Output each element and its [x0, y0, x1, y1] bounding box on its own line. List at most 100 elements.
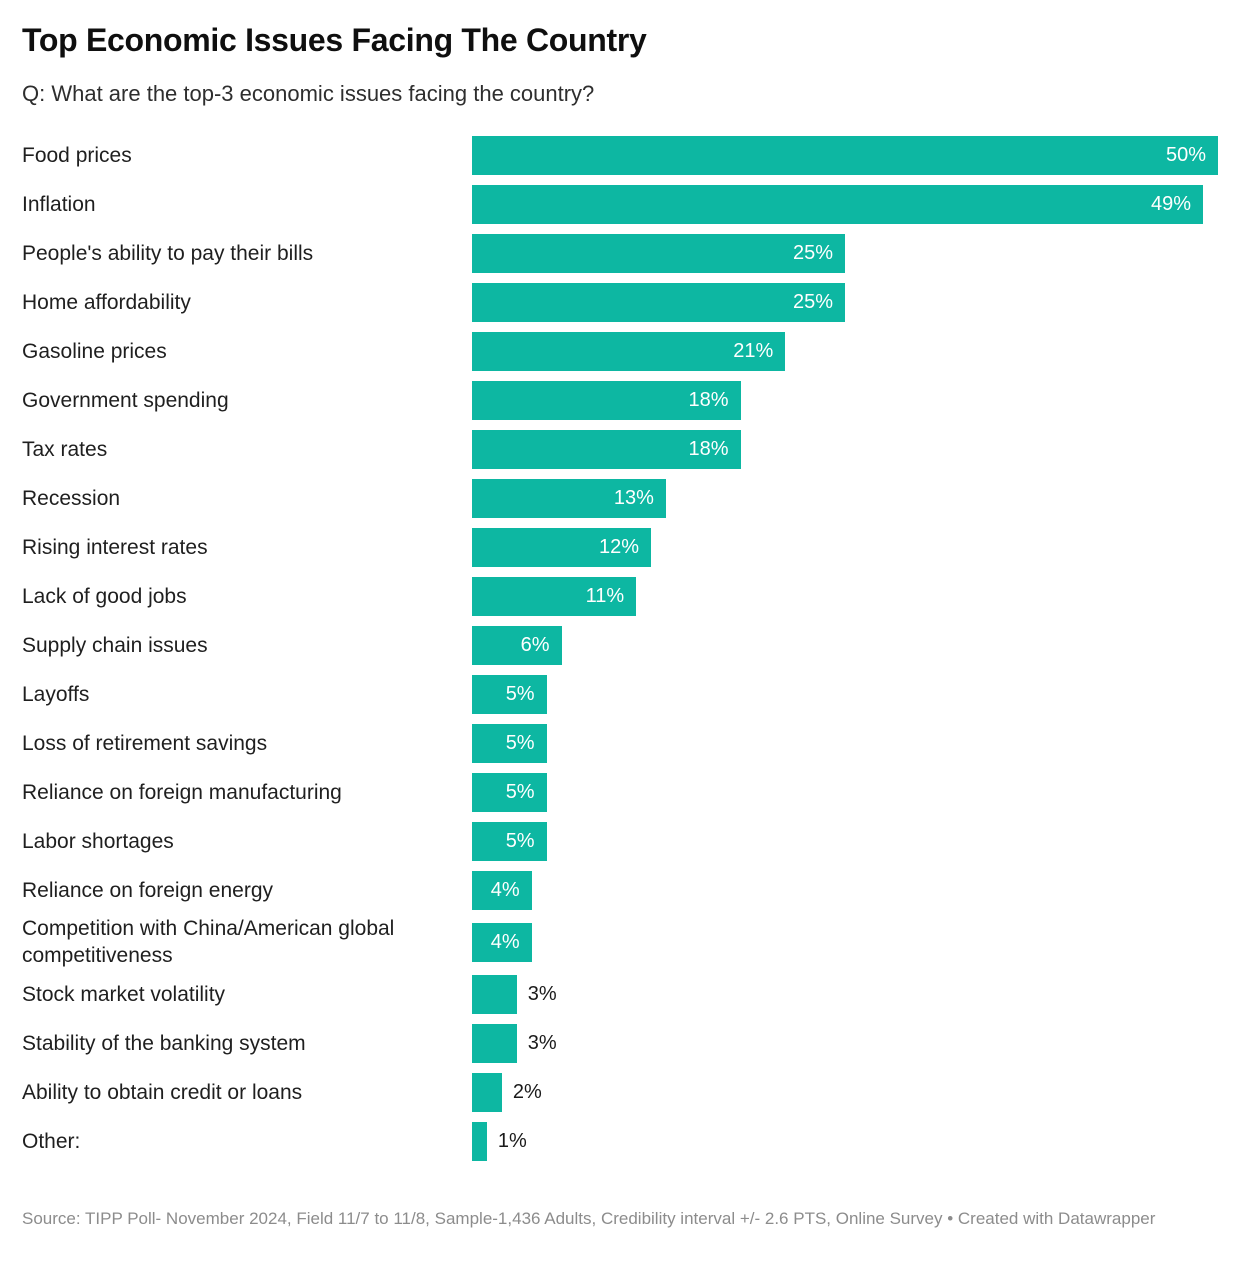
chart-card: Top Economic Issues Facing The Country Q…: [22, 22, 1218, 1228]
chart-subtitle: Q: What are the top-3 economic issues fa…: [22, 80, 595, 106]
bar-row: Reliance on foreign energy 4%: [22, 866, 1218, 915]
bar: 5%: [472, 724, 547, 764]
category-label: Reliance on foreign manufacturing: [22, 781, 342, 805]
bar-row: Loss of retirement savings 5%: [22, 719, 1218, 768]
bar-track: 18%: [472, 430, 1218, 470]
bar-row: Gasoline prices 21%: [22, 327, 1218, 376]
bar-track: 2%: [472, 1072, 1218, 1112]
value-label: 50%: [1165, 144, 1206, 167]
value-label: 18%: [688, 389, 729, 412]
category-label: Ability to obtain credit or loans: [22, 1080, 303, 1104]
bar-row: Labor shortages 5%: [22, 817, 1218, 866]
bar-track: 12%: [472, 528, 1218, 568]
value-label: 13%: [613, 487, 654, 510]
category-label: Recession: [22, 487, 121, 511]
bar: 50%: [472, 136, 1218, 176]
category-label: Stability of the banking system: [22, 1031, 306, 1055]
bar-track: 1%: [472, 1121, 1218, 1161]
bar-row: Food prices 50%: [22, 131, 1218, 180]
value-label: 11%: [585, 585, 625, 608]
bar: [472, 974, 517, 1014]
bar-row: Rising interest rates 12%: [22, 523, 1218, 572]
bar: 18%: [472, 430, 741, 470]
bar-row: Recession 13%: [22, 474, 1218, 523]
category-label: People's ability to pay their bills: [22, 242, 314, 266]
value-label: 49%: [1151, 193, 1192, 216]
category-label: Stock market volatility: [22, 982, 226, 1006]
bar: 11%: [472, 577, 637, 617]
bar-row: Supply chain issues 6%: [22, 621, 1218, 670]
bar-track: 3%: [472, 1023, 1218, 1063]
bar-track: 13%: [472, 479, 1218, 519]
category-label: Home affordability: [22, 291, 191, 315]
bar-track: 25%: [472, 283, 1218, 323]
bar-row: Reliance on foreign manufacturing 5%: [22, 768, 1218, 817]
bar-row: Ability to obtain credit or loans 2%: [22, 1068, 1218, 1117]
value-label: 25%: [792, 291, 833, 314]
value-label: 5%: [505, 781, 535, 804]
value-label: 4%: [490, 879, 520, 902]
value-label: 4%: [490, 930, 520, 953]
bar: 4%: [472, 922, 532, 962]
bar: [472, 1072, 502, 1112]
value-label: 3%: [527, 1031, 557, 1054]
bar-row: Stock market volatility 3%: [22, 970, 1218, 1019]
bar-row: Tax rates 18%: [22, 425, 1218, 474]
bar-row: Layoffs 5%: [22, 670, 1218, 719]
bar: 4%: [472, 871, 532, 911]
bar: 5%: [472, 822, 547, 862]
source-note: Source: TIPP Poll- November 2024, Field …: [22, 1208, 1156, 1228]
bar-row: Home affordability 25%: [22, 278, 1218, 327]
bar: 5%: [472, 773, 547, 813]
bar: 25%: [472, 283, 845, 323]
bar-track: 11%: [472, 577, 1218, 617]
bar-row: Stability of the banking system 3%: [22, 1019, 1218, 1068]
bar-track: 5%: [472, 822, 1218, 862]
value-label: 3%: [527, 982, 557, 1005]
value-label: 18%: [688, 438, 729, 461]
bar: 13%: [472, 479, 666, 519]
category-label: Inflation: [22, 193, 96, 217]
bar-track: 25%: [472, 234, 1218, 274]
value-label: 1%: [497, 1129, 527, 1152]
bar-row: Inflation 49%: [22, 180, 1218, 229]
category-label: Layoffs: [22, 683, 90, 707]
category-label: Food prices: [22, 144, 132, 168]
value-label: 5%: [505, 830, 535, 853]
category-label: Supply chain issues: [22, 634, 208, 658]
category-label: Gasoline prices: [22, 340, 167, 364]
value-label: 25%: [792, 242, 833, 265]
bar-track: 5%: [472, 724, 1218, 764]
value-label: 5%: [505, 683, 535, 706]
category-label: Loss of retirement savings: [22, 732, 268, 756]
bar: 21%: [472, 332, 786, 372]
category-label: Other:: [22, 1129, 81, 1153]
category-label: Tax rates: [22, 438, 108, 462]
bar-track: 6%: [472, 626, 1218, 666]
bar-track: 49%: [472, 185, 1218, 225]
bar-track: 50%: [472, 136, 1218, 176]
category-label: Government spending: [22, 389, 229, 413]
bar: 6%: [472, 626, 562, 666]
bar-track: 5%: [472, 675, 1218, 715]
value-label: 12%: [599, 536, 640, 559]
category-label: Rising interest rates: [22, 536, 208, 560]
category-label: Reliance on foreign energy: [22, 879, 273, 903]
bar-row: Other: 1%: [22, 1117, 1218, 1166]
bar-track: 21%: [472, 332, 1218, 372]
bar-track: 5%: [472, 773, 1218, 813]
bar: 49%: [472, 185, 1204, 225]
chart-title: Top Economic Issues Facing The Country: [22, 22, 647, 58]
bar-track: 4%: [472, 922, 1218, 962]
bar-track: 18%: [472, 381, 1218, 421]
bar: 12%: [472, 528, 652, 568]
value-label: 6%: [520, 634, 550, 657]
bar: [472, 1121, 487, 1161]
value-label: 2%: [512, 1080, 542, 1103]
bar: 25%: [472, 234, 845, 274]
bar: [472, 1023, 517, 1063]
category-label: Competition with China/American global c…: [22, 917, 395, 968]
category-label: Lack of good jobs: [22, 585, 187, 609]
category-label: Labor shortages: [22, 830, 174, 854]
bar-chart: Food prices 50% Inflation 49% People's a…: [22, 131, 1218, 1166]
